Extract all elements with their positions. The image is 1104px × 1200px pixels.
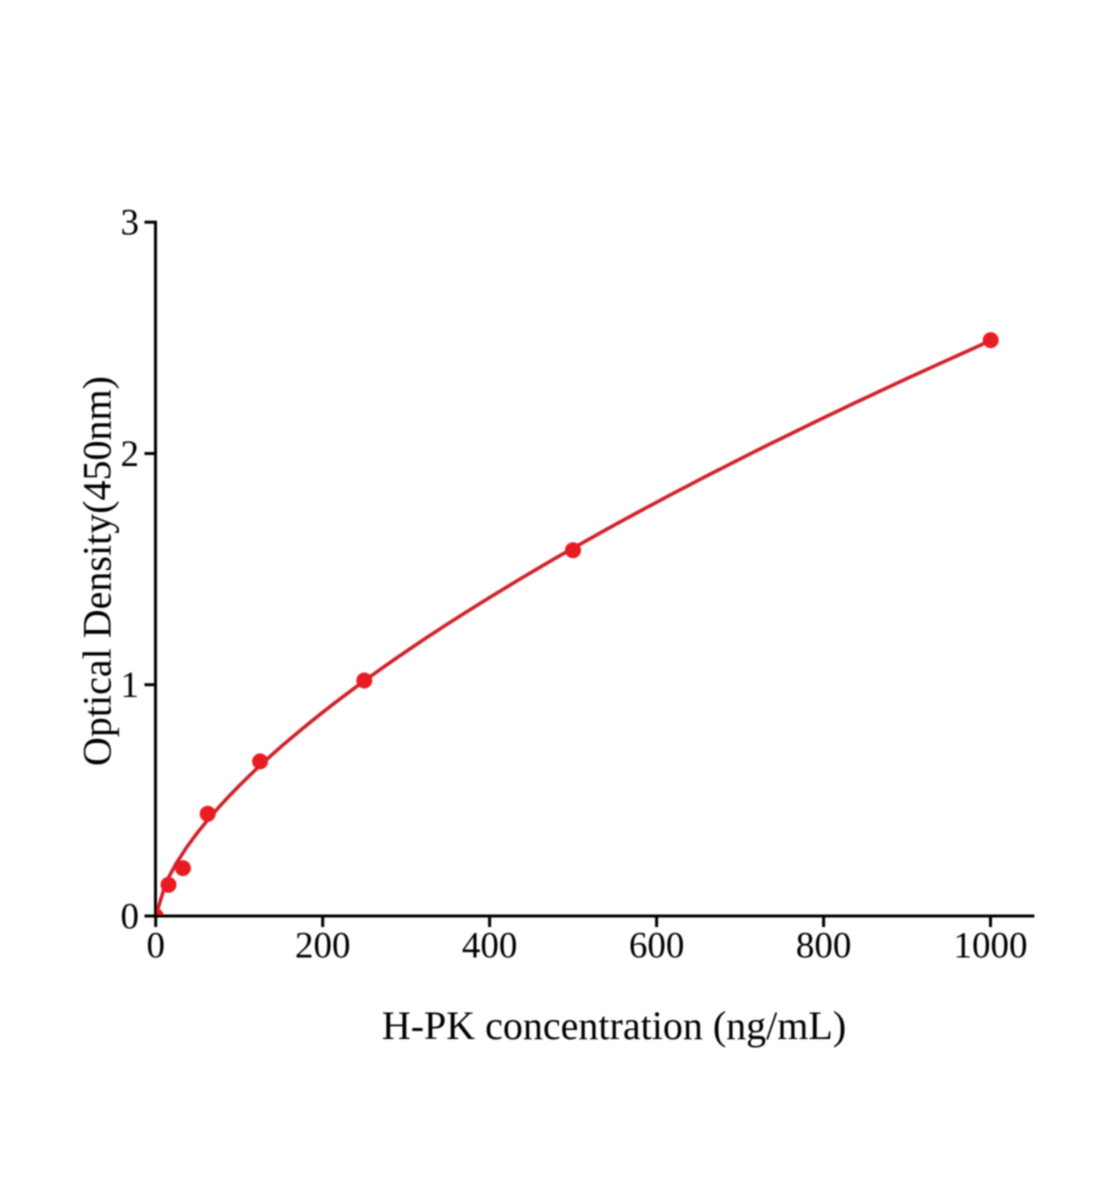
svg-text:0: 0 — [146, 926, 165, 967]
svg-text:1: 1 — [121, 665, 140, 706]
svg-text:600: 600 — [629, 926, 685, 967]
svg-text:2: 2 — [121, 434, 140, 475]
svg-text:Optical Density(450nm): Optical Density(450nm) — [75, 376, 120, 766]
svg-text:200: 200 — [295, 926, 351, 967]
svg-text:400: 400 — [462, 926, 518, 967]
svg-text:800: 800 — [796, 926, 852, 967]
svg-text:0: 0 — [121, 896, 140, 937]
svg-text:H-PK concentration (ng/mL): H-PK concentration (ng/mL) — [382, 1003, 846, 1048]
svg-text:1000: 1000 — [954, 926, 1028, 967]
svg-text:3: 3 — [121, 203, 140, 244]
